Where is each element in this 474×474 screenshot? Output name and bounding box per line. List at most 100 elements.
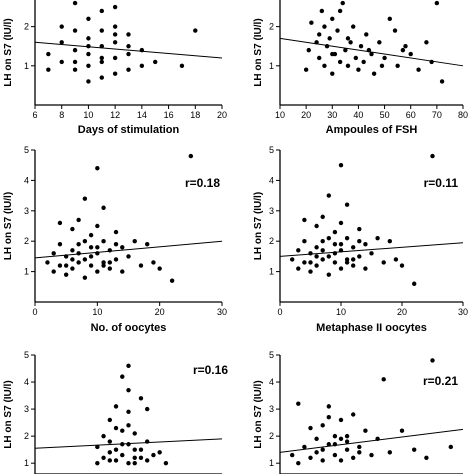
data-point (309, 20, 314, 25)
data-point (308, 251, 313, 256)
data-point (393, 257, 399, 262)
data-point (344, 257, 350, 262)
y-tick-label: 1 (269, 458, 274, 468)
data-point (399, 263, 405, 268)
data-point (72, 59, 78, 65)
chart-panel-4: 0 10 20 30 1 2 3 4 5 Metaphase II oocytes LH on S7… (253, 145, 468, 334)
data-point (382, 55, 387, 61)
data-point (51, 269, 56, 274)
data-point (357, 226, 362, 232)
data-point (377, 40, 382, 45)
data-point (107, 417, 113, 423)
y-tick-label: 4 (269, 377, 274, 387)
x-tick-label: 10 (83, 110, 93, 120)
data-point (113, 425, 119, 431)
data-point (361, 59, 366, 65)
data-point (430, 358, 435, 363)
data-point (112, 32, 118, 37)
x-tick-label: 80 (458, 110, 468, 120)
data-point (351, 245, 356, 250)
data-point (412, 447, 417, 452)
data-point (82, 196, 88, 201)
data-point (327, 36, 332, 41)
data-point (126, 387, 131, 393)
data-point (320, 257, 325, 262)
y-tick-label: 3 (269, 404, 274, 414)
y-tick-label: 1 (269, 267, 274, 277)
data-point (113, 229, 119, 235)
y-tick-label: 5 (24, 350, 29, 360)
data-point (364, 32, 369, 37)
y-tick-label: 3 (24, 404, 29, 414)
data-point (126, 363, 131, 369)
x-axis-label: Ampoules of FSH (326, 124, 418, 136)
data-point (70, 257, 75, 262)
data-point (63, 263, 69, 268)
data-point (120, 374, 125, 379)
data-point (126, 460, 131, 466)
data-point (290, 257, 295, 262)
data-point (345, 63, 351, 69)
x-tick-label: 30 (458, 307, 468, 317)
chart-panel-3: 0 10 20 30 1 2 3 4 5 No. of oocytes LH on S7 (IU/l… (3, 145, 227, 334)
data-point (344, 202, 350, 207)
data-point (70, 248, 75, 253)
x-axis-label: No. of oocytes (91, 322, 167, 334)
data-point (332, 433, 338, 439)
x-tick-label: 10 (336, 307, 346, 317)
data-point (314, 223, 319, 229)
data-point (337, 8, 343, 14)
data-point (369, 51, 374, 57)
data-point (330, 71, 335, 76)
data-point (99, 55, 104, 61)
data-point (113, 458, 119, 463)
data-point (363, 428, 368, 433)
data-point (59, 24, 64, 29)
data-point (70, 266, 75, 271)
data-point (320, 214, 325, 220)
data-point (326, 272, 331, 277)
data-point (63, 272, 69, 277)
data-point (351, 455, 356, 460)
data-point (86, 79, 91, 84)
data-point (120, 452, 125, 458)
x-tick-label: 30 (217, 307, 227, 317)
data-point (126, 254, 131, 259)
data-point (72, 28, 78, 33)
data-point (332, 242, 338, 247)
data-point (88, 245, 94, 250)
data-point (107, 458, 113, 463)
chart-panel-6: 1 2 3 4 5 LH on S7 (IU/l) r=0.21 (253, 350, 464, 474)
data-point (112, 55, 118, 61)
y-tick-label: 1 (24, 61, 29, 71)
data-point (369, 452, 374, 458)
data-point (332, 452, 338, 458)
data-point (387, 16, 392, 21)
data-point (348, 40, 353, 45)
data-point (188, 153, 194, 159)
data-point (332, 260, 338, 265)
data-point (320, 239, 325, 244)
data-point (82, 275, 88, 280)
y-tick-label: 1 (24, 458, 29, 468)
data-point (132, 447, 137, 452)
chart-panel-2: 10 20 30 40 50 60 70 80 1 2 Ampoules of FSH LH on S… (253, 0, 468, 136)
data-point (157, 266, 162, 271)
data-point (126, 423, 131, 428)
data-point (357, 444, 362, 450)
y-tick-label: 5 (269, 350, 274, 360)
data-point (45, 260, 50, 265)
data-point (132, 239, 137, 244)
data-point (101, 263, 106, 268)
data-point (434, 0, 440, 6)
data-point (302, 444, 307, 450)
data-point (343, 47, 348, 53)
data-point (424, 455, 429, 460)
data-point (138, 396, 144, 401)
x-tick-label: 10 (92, 307, 102, 317)
data-point (320, 458, 325, 463)
data-point (169, 278, 175, 283)
data-point (95, 245, 100, 250)
data-point (132, 455, 137, 460)
data-point (369, 251, 374, 256)
